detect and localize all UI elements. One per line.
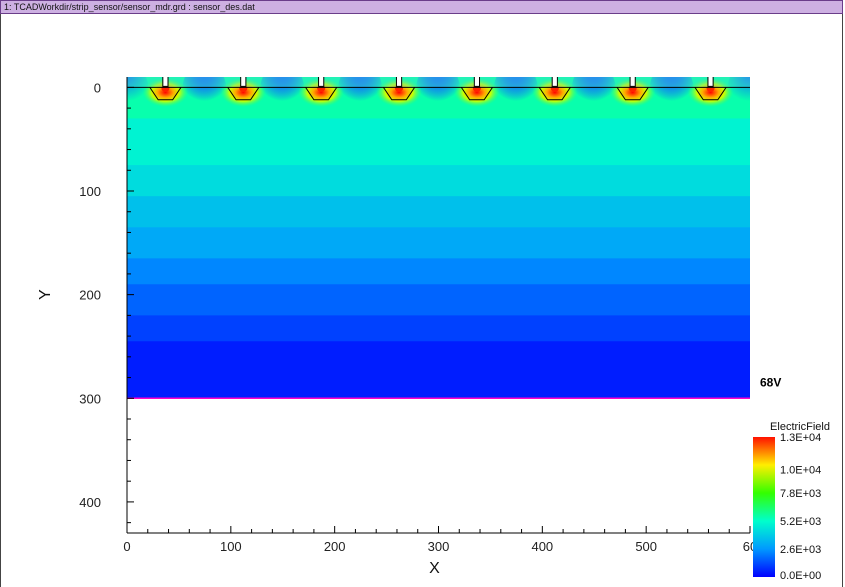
- x-tick-label: 100: [220, 539, 242, 554]
- strip-implant-outline: [538, 87, 571, 101]
- colorbar-tick-label: 1.0E+04: [780, 464, 821, 476]
- inter-strip-low-field: [338, 77, 382, 111]
- strip-metal-contact: [707, 77, 714, 87]
- inter-strip-low-field: [182, 77, 227, 111]
- inter-strip-low-field: [416, 77, 460, 111]
- field-band: [127, 196, 750, 228]
- y-tick-label: 100: [79, 184, 101, 199]
- y-axis-title: Y: [37, 289, 54, 300]
- strip-field-hotspot: [609, 77, 656, 107]
- x-tick-label: 400: [531, 539, 553, 554]
- surface-oxide-layer: [127, 77, 750, 88]
- colorbar-tick-label: 7.8E+03: [780, 488, 821, 500]
- strip-implant-outline: [383, 87, 416, 101]
- strip-metal-contact: [395, 77, 403, 87]
- y-tick-label: 300: [79, 391, 101, 406]
- field-band: [127, 315, 750, 342]
- inter-strip-low-field: [571, 77, 616, 111]
- window-title: 1: TCADWorkdir/strip_sensor/sensor_mdr.g…: [4, 2, 255, 12]
- x-tick-label: 300: [428, 539, 450, 554]
- strip-metal-contact: [473, 77, 481, 87]
- strip-field-hotspot: [454, 77, 500, 107]
- device-field-map: [127, 77, 750, 399]
- colorbar-legend: ElectricField 1.3E+04 1.0E+04 7.8E+03 5.2E+…: [753, 421, 830, 582]
- strip-implant-outline: [616, 87, 649, 101]
- colorbar-labels: 1.3E+04 1.0E+04 7.8E+03 5.2E+03 2.6E+03 0.0E+…: [780, 432, 821, 582]
- field-band: [127, 227, 750, 259]
- strip-metal-contact: [240, 77, 247, 87]
- strip-implant-outline: [149, 87, 182, 101]
- colorbar-tick-label: 5.2E+03: [780, 516, 821, 528]
- strip-field-hotspot: [220, 77, 267, 107]
- x-tick-label: 500: [635, 539, 657, 554]
- window-title-bar[interactable]: 1: TCADWorkdir/strip_sensor/sensor_mdr.g…: [0, 0, 843, 14]
- colorbar: [753, 437, 775, 577]
- field-band: [127, 118, 750, 166]
- window-frame-left: [0, 14, 1, 587]
- colorbar-tick-label: 2.6E+03: [780, 544, 821, 556]
- inter-strip-low-field: [260, 77, 305, 111]
- strip-metal-contact: [162, 77, 169, 87]
- field-band: [127, 165, 750, 197]
- y-tick-label: 0: [94, 80, 101, 95]
- strip-implant-outline: [305, 87, 338, 101]
- field-band: [127, 341, 750, 399]
- field-band: [127, 258, 750, 285]
- strip-implants: [127, 77, 750, 400]
- field-band: [127, 284, 750, 316]
- strip-implant-outline: [694, 87, 727, 101]
- inter-strip-low-field: [127, 77, 149, 111]
- strip-field-hotspot: [298, 77, 345, 107]
- x-tick-label: 0: [123, 539, 130, 554]
- colorbar-tick-label: 0.0E+00: [780, 570, 821, 582]
- strip-metal-contact: [318, 77, 325, 87]
- window-frame-right: [842, 14, 843, 587]
- y-tick-label: 200: [79, 288, 101, 303]
- x-axis-title: X: [429, 560, 440, 577]
- strip-metal-contact: [629, 77, 636, 87]
- strip-field-hotspot: [376, 77, 422, 107]
- colorbar-tick-label: 1.3E+04: [780, 432, 821, 444]
- bias-voltage-label: 68V: [760, 375, 781, 389]
- x-tick-label: 200: [324, 539, 346, 554]
- strip-field-hotspot: [687, 77, 734, 107]
- strip-implant-outline: [460, 87, 493, 101]
- y-tick-label: 400: [79, 495, 101, 510]
- inter-strip-low-field: [727, 77, 750, 111]
- strip-implant-outline: [227, 87, 260, 101]
- inter-strip-low-field: [494, 77, 538, 111]
- colorbar-title: ElectricField: [770, 421, 830, 433]
- inter-strip-low-field: [649, 77, 694, 111]
- strip-metal-contact: [551, 77, 558, 87]
- strip-field-hotspot: [531, 77, 578, 107]
- strip-field-hotspot: [142, 77, 189, 107]
